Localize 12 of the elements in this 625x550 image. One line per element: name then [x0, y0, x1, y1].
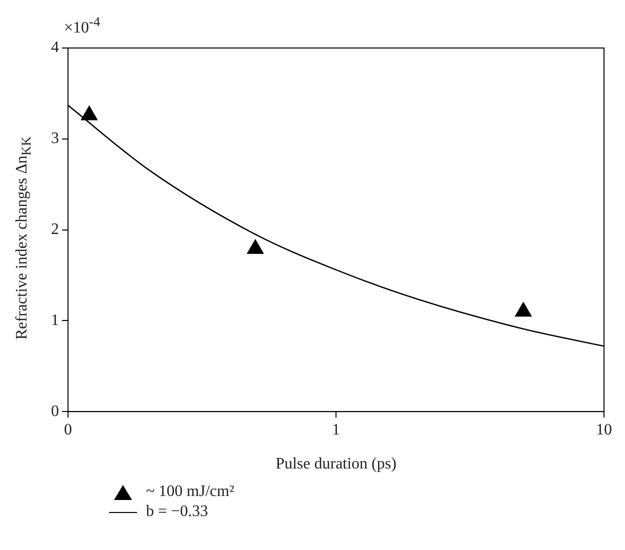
text: ×10$^{-4}$: [64, 14, 100, 38]
x-tick-label: 0: [64, 421, 72, 438]
y-tick-label: 4: [51, 39, 59, 56]
y-tick-label: 0: [51, 402, 59, 420]
y-tick-label: 3: [51, 130, 59, 148]
legend-label: ~ 100 mJ/cm²: [146, 483, 234, 501]
legend-label: b = −0.33: [146, 503, 208, 521]
x-tick-label: 1: [332, 421, 340, 438]
y-tick-label: 1: [51, 312, 59, 329]
y-tick-label: 2: [51, 221, 59, 238]
x-tick-label: 10: [596, 421, 612, 438]
x-axis-title: Pulse duration (ps): [276, 456, 396, 473]
